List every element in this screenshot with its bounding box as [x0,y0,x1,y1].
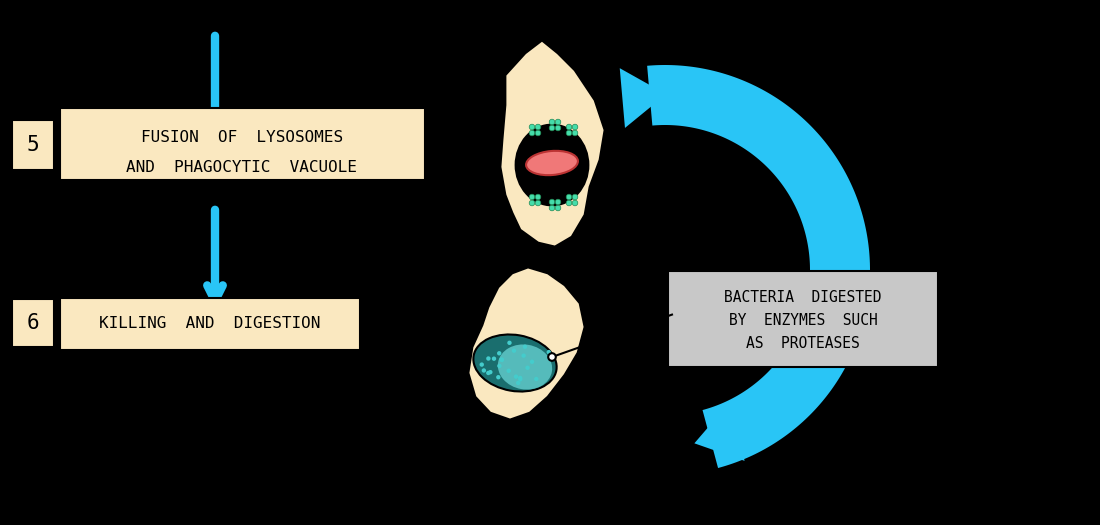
Circle shape [518,376,522,380]
FancyBboxPatch shape [12,299,54,347]
Circle shape [548,353,556,361]
Circle shape [548,355,552,360]
Ellipse shape [526,151,578,175]
Circle shape [529,194,535,200]
FancyBboxPatch shape [668,271,938,367]
Text: 5: 5 [26,135,40,155]
Polygon shape [468,267,585,420]
Circle shape [497,351,502,355]
Text: AS  PROTEASES: AS PROTEASES [746,336,860,351]
Circle shape [506,369,510,373]
Circle shape [526,365,530,370]
Circle shape [535,377,539,381]
Circle shape [572,200,578,206]
Polygon shape [500,40,605,247]
Polygon shape [694,403,745,461]
Circle shape [488,370,493,374]
Circle shape [572,124,578,130]
Polygon shape [647,65,870,468]
Circle shape [522,344,527,349]
Circle shape [566,200,572,206]
Circle shape [572,130,578,136]
Circle shape [499,358,504,362]
Circle shape [529,130,535,136]
Text: FUSION  OF  LYSOSOMES: FUSION OF LYSOSOMES [141,131,343,145]
Circle shape [549,125,554,131]
Text: BACTERIA  DIGESTED: BACTERIA DIGESTED [724,289,882,304]
Circle shape [566,130,572,136]
Text: 6: 6 [26,313,40,333]
Circle shape [548,354,552,358]
Text: KILLING  AND  DIGESTION: KILLING AND DIGESTION [99,317,321,331]
Ellipse shape [516,125,588,205]
Text: AND  PHAGOCYTIC  VACUOLE: AND PHAGOCYTIC VACUOLE [126,160,358,174]
Circle shape [536,124,541,130]
Circle shape [499,358,504,362]
Circle shape [529,124,535,130]
Circle shape [556,205,561,211]
Circle shape [530,360,535,364]
Ellipse shape [473,334,557,392]
Circle shape [518,377,522,382]
Circle shape [556,199,561,205]
FancyBboxPatch shape [60,108,425,180]
Ellipse shape [498,344,552,390]
Circle shape [486,371,491,375]
Circle shape [556,125,561,131]
Circle shape [496,375,500,380]
FancyBboxPatch shape [60,298,360,350]
Circle shape [521,353,526,358]
Text: BY  ENZYMES  SUCH: BY ENZYMES SUCH [728,313,878,328]
Polygon shape [619,68,667,128]
Circle shape [556,119,561,125]
Circle shape [549,199,554,205]
Circle shape [497,364,502,368]
Circle shape [549,119,554,125]
Circle shape [516,381,520,385]
Circle shape [529,200,535,206]
Circle shape [566,124,572,130]
Circle shape [514,374,518,379]
Circle shape [536,194,541,200]
Circle shape [512,349,516,353]
Circle shape [492,356,496,361]
Circle shape [480,362,484,367]
Circle shape [507,341,512,345]
Circle shape [572,194,578,200]
Circle shape [486,356,491,361]
Circle shape [536,200,541,206]
Circle shape [566,194,572,200]
Circle shape [482,368,486,373]
FancyBboxPatch shape [12,120,54,170]
Circle shape [536,130,541,136]
Circle shape [549,205,554,211]
Circle shape [547,350,551,354]
